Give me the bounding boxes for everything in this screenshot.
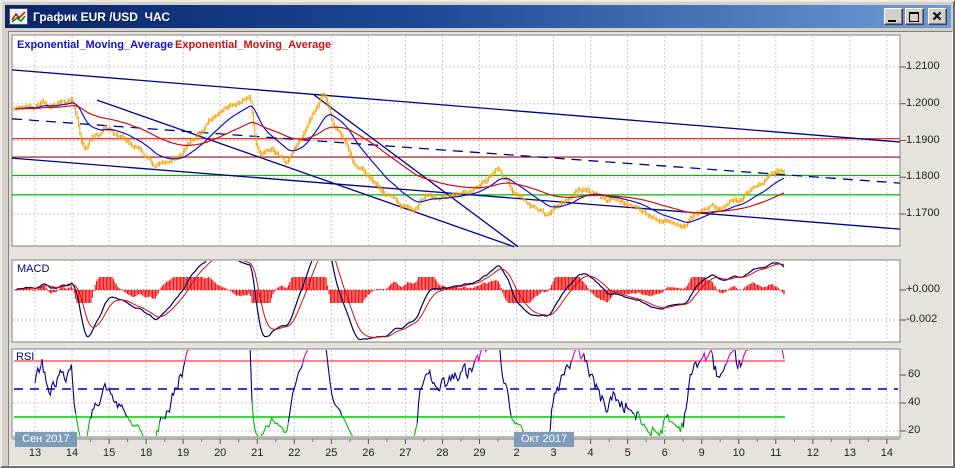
x-axis-label: 4 [587,447,594,459]
macd-axis-label: -0.002 [906,313,938,325]
window-title: График EUR /USD ЧАС [33,9,171,24]
x-axis-label: 29 [473,447,486,459]
x-axis-label: 20 [214,447,227,459]
x-axis-label: 18 [139,447,153,459]
price-axis-label: 1.2100 [906,60,940,72]
x-axis-label: 11 [770,447,782,459]
chart-icon [9,8,28,25]
price-axis-label: 1.1800 [906,170,940,183]
x-axis-label: 12 [806,447,819,459]
chart-area[interactable] [8,31,953,466]
x-axis-label: 19 [177,447,190,459]
price-axis-label: 1.1900 [906,133,940,146]
x-axis-label: 13 [28,447,42,459]
maximize-icon [909,12,919,22]
x-axis-label: 5 [624,447,631,459]
x-axis-label: 2 [513,447,520,459]
x-axis-label: 15 [102,447,116,459]
minimize-button[interactable] [884,8,903,25]
price-axis-label: 1.1700 [906,207,940,219]
x-axis-label: 6 [661,447,668,459]
x-axis-label: 10 [732,447,745,459]
month-badge-oct: Окт 2017 [514,432,575,447]
x-axis-label: 26 [362,447,375,459]
legend-ema-fast: Exponential_Moving_Average [17,39,174,51]
x-axis-label: 3 [550,447,557,459]
x-axis-label: 14 [880,447,894,459]
rsi-axis-label: 60 [908,368,921,380]
rsi-axis-label: 20 [908,424,921,436]
month-badge-sep: Сен 2017 [15,432,77,447]
legend-ema-slow: Exponential_Moving_Average [175,39,332,51]
x-axis-label: 28 [436,447,449,459]
x-axis-label: 9 [698,447,705,459]
macd-panel-label: MACD [17,263,50,275]
maximize-button[interactable] [905,8,924,25]
close-button[interactable] [928,8,947,25]
x-axis-label: 13 [843,447,856,459]
x-axis-label: 22 [288,447,301,459]
x-axis-label: 25 [325,447,338,459]
price-axis-label: 1.2000 [906,96,940,109]
rsi-panel-label: RSI [16,351,35,363]
x-axis-label: 21 [251,447,264,459]
x-axis-label: 27 [399,447,412,459]
title-bar[interactable]: График EUR /USD ЧАС [5,5,951,28]
x-axis-label: 14 [65,447,79,459]
rsi-axis-label: 40 [908,396,921,408]
macd-axis-label: +0.000 [906,283,940,295]
minimize-icon [888,20,896,22]
